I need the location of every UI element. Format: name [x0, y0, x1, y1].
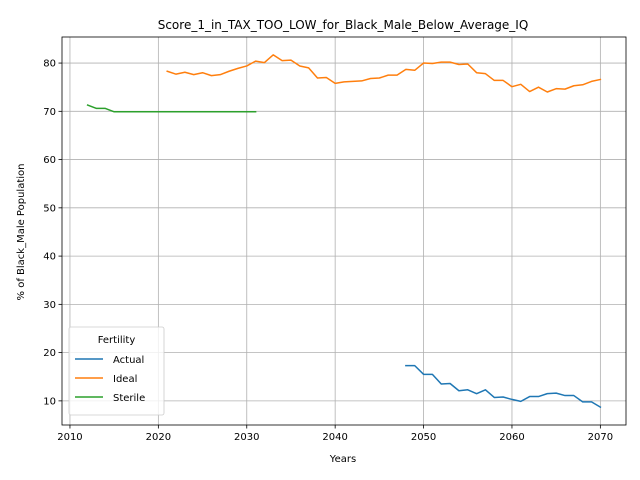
legend: Fertility Actual Ideal Sterile: [68, 326, 165, 416]
series-line-sterile: [86, 104, 257, 113]
plot-frame: [61, 36, 627, 426]
x-tick-label: 2020: [146, 432, 171, 443]
x-tick-label: 2050: [411, 432, 436, 443]
legend-label-actual: Actual: [113, 355, 144, 366]
axes-frame: [61, 36, 627, 426]
x-axis-label: Years: [329, 454, 356, 465]
series-lines: [86, 54, 602, 409]
x-tick-label: 2060: [499, 432, 524, 443]
x-tick-label: 2010: [57, 432, 82, 443]
y-tick-label: 60: [43, 155, 56, 166]
y-axis-label: % of Black_Male Population: [16, 164, 27, 301]
series-line-ideal: [166, 54, 602, 93]
y-tick-label: 40: [43, 252, 56, 263]
legend-label-ideal: Ideal: [113, 374, 137, 385]
series-line-actual: [405, 364, 602, 409]
legend-box: [68, 326, 165, 416]
legend-title: Fertility: [98, 335, 136, 346]
legend-label-sterile: Sterile: [113, 393, 145, 404]
y-tick-label: 70: [43, 107, 56, 118]
chart-title: Score_1_in_TAX_TOO_LOW_for_Black_Male_Be…: [158, 18, 529, 32]
y-tick-label: 10: [43, 396, 56, 407]
x-tick-label: 2040: [322, 432, 347, 443]
x-tick-label: 2070: [588, 432, 613, 443]
y-tick-label: 50: [43, 203, 56, 214]
y-tick-label: 80: [43, 59, 56, 70]
y-tick-label: 20: [43, 348, 56, 359]
x-tick-label: 2030: [234, 432, 259, 443]
axis-ticks: 2010 2020 2030 2040 2050 2060 2070102030405060…: [43, 59, 613, 443]
y-tick-label: 30: [43, 300, 56, 311]
